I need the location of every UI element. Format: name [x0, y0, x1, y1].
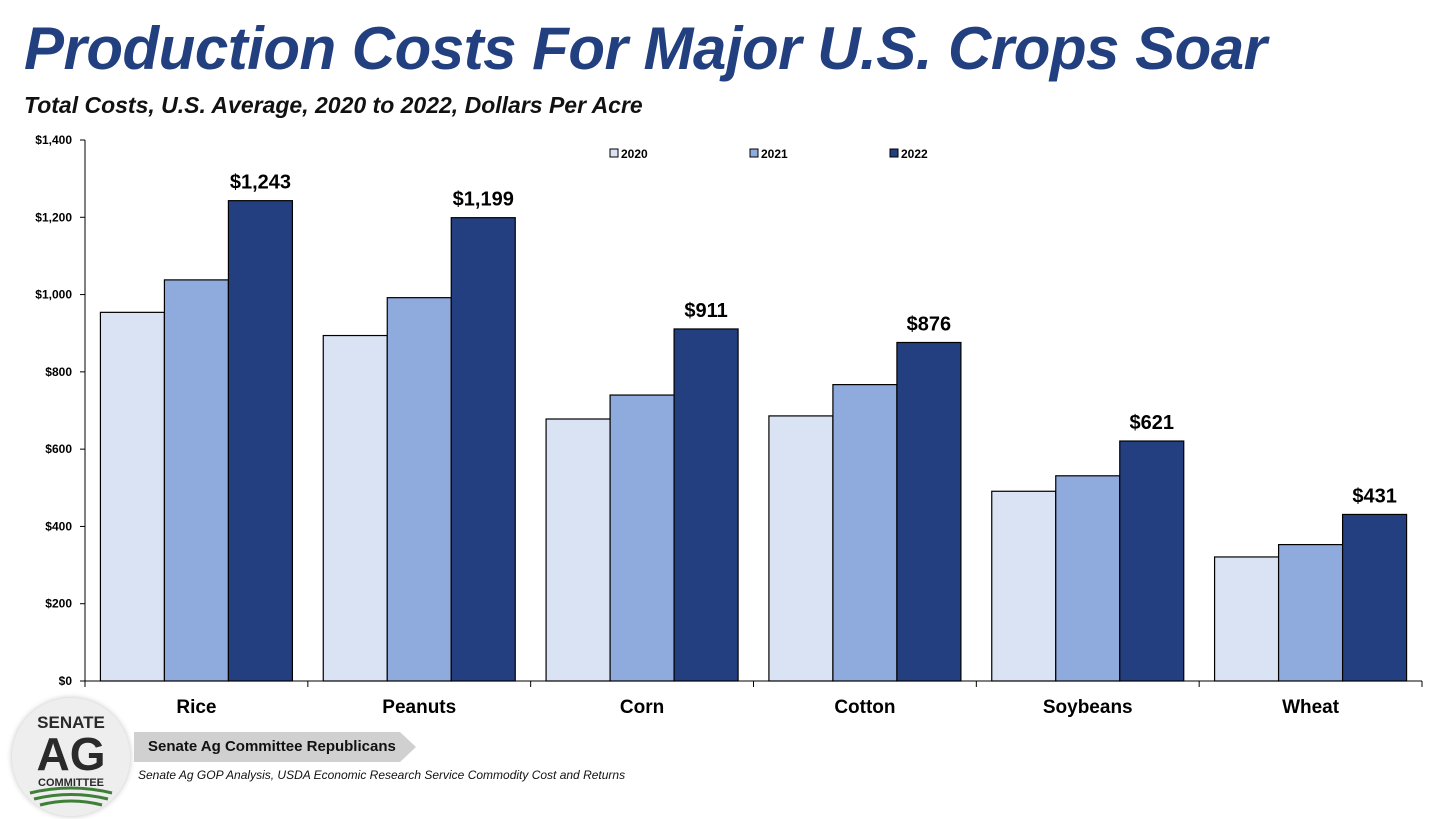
- bar-2020: [545, 418, 611, 682]
- y-tick-label: $1,000: [35, 288, 72, 302]
- bar-2022: [227, 200, 294, 682]
- chart-title: Production Costs For Major U.S. Crops So…: [24, 15, 1267, 82]
- legend: 2020 2021 2022: [609, 147, 928, 161]
- x-axis: Rice Peanuts Corn Cotton Soybeans Wheat: [84, 680, 1423, 718]
- logo-text-ag: AG: [37, 728, 106, 780]
- x-category-label: Wheat: [1282, 697, 1340, 718]
- bar-2021: [609, 394, 675, 682]
- banner-arrow-shape: [134, 732, 416, 762]
- logo-field-stripe: [29, 786, 113, 795]
- logo-text-senate: SENATE: [37, 713, 105, 732]
- senate-ag-committee-logo: SENATE AG COMMITTEE: [12, 698, 130, 816]
- bar-2022: [1119, 440, 1185, 682]
- bar-2021: [386, 297, 452, 682]
- bar-chart: $0 $200 $400 $600 $800 $1,000 $1,200 $1,400 Ric…: [35, 133, 1423, 718]
- data-label: $876: [907, 313, 952, 335]
- logo-field-stripe: [39, 799, 103, 807]
- bar-2020: [99, 311, 166, 682]
- data-label: $431: [1352, 485, 1397, 507]
- y-tick-label: $1,400: [35, 133, 72, 147]
- bars: [99, 200, 1408, 682]
- y-tick-label: $400: [45, 519, 72, 533]
- bar-2022: [896, 341, 962, 682]
- logo-field-stripe: [33, 793, 109, 801]
- bar-2020: [768, 415, 834, 682]
- bar-2021: [832, 384, 898, 682]
- bar-2022: [673, 328, 739, 682]
- y-tick-label: $1,200: [35, 210, 72, 224]
- x-category-label: Peanuts: [382, 697, 456, 718]
- x-category-label: Rice: [176, 697, 216, 718]
- footer-org-name: Senate Ag Committee Republicans: [148, 738, 396, 755]
- y-axis: $0 $200 $400 $600 $800 $1,000 $1,200 $1,400: [35, 133, 86, 688]
- bar-2022: [1341, 513, 1408, 682]
- x-category-label: Corn: [620, 697, 664, 718]
- bar-2020: [991, 490, 1057, 682]
- legend-swatch: [889, 148, 899, 158]
- bar-2021: [1055, 475, 1121, 682]
- y-tick-label: $600: [45, 442, 72, 456]
- y-tick-label: $200: [45, 597, 72, 611]
- legend-label: 2021: [761, 147, 788, 161]
- data-label: $1,243: [230, 172, 291, 194]
- data-label: $911: [684, 300, 727, 322]
- chart-subtitle: Total Costs, U.S. Average, 2020 to 2022,…: [24, 92, 643, 118]
- legend-label: 2022: [901, 147, 928, 161]
- x-category-label: Cotton: [834, 697, 895, 718]
- bar-2021: [1277, 543, 1344, 682]
- legend-swatch: [609, 148, 619, 158]
- x-category-label: Soybeans: [1043, 697, 1133, 718]
- y-tick-label: $800: [45, 365, 72, 379]
- bar-2021: [163, 279, 230, 682]
- data-label: $621: [1130, 412, 1175, 434]
- data-label: $1,199: [453, 189, 514, 211]
- footer-banner: Senate Ag Committee Republicans: [134, 732, 416, 762]
- legend-swatch: [749, 148, 759, 158]
- bar-2020: [322, 334, 388, 682]
- footer-source: Senate Ag GOP Analysis, USDA Economic Re…: [138, 768, 626, 782]
- data-labels: $1,243 $1,199 $911 $876 $621 $431: [230, 172, 1397, 508]
- bar-2022: [450, 217, 516, 682]
- logo-text-committee: COMMITTEE: [38, 777, 104, 789]
- legend-label: 2020: [621, 147, 648, 161]
- y-tick-label: $0: [59, 674, 73, 688]
- bar-2020: [1213, 556, 1280, 682]
